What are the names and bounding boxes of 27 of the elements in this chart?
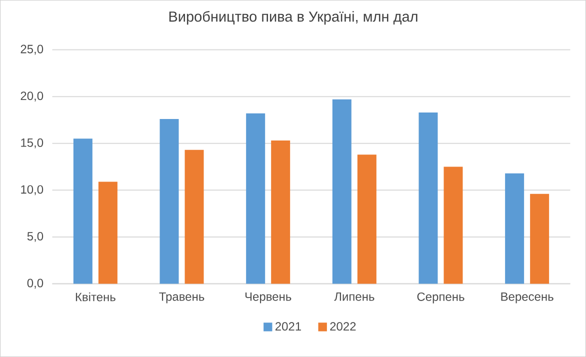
bar <box>418 112 438 284</box>
y-tick-label: 10,0 <box>21 185 44 196</box>
bar <box>505 173 524 284</box>
x-tick-label: Вересень <box>501 292 554 304</box>
y-tick-label: 0,0 <box>27 278 44 289</box>
y-tick-label: 20,0 <box>20 92 44 102</box>
y-tick-label: 15,0 <box>21 138 44 148</box>
bar <box>332 99 352 284</box>
x-tick-label: Червень <box>245 292 292 304</box>
bar <box>444 166 463 284</box>
bar <box>98 182 118 284</box>
x-tick-label: Травень <box>159 292 204 304</box>
legend-label: 2022 <box>330 322 356 331</box>
bar <box>246 113 266 284</box>
bar <box>160 119 179 284</box>
y-tick-label: 25,0 <box>20 44 44 55</box>
bar <box>530 194 550 284</box>
x-tick-label: Квітень <box>76 292 116 302</box>
x-tick-label: Липень <box>334 292 374 301</box>
bar <box>73 138 92 284</box>
x-tick-label: Серпень <box>417 292 464 304</box>
bar <box>271 140 290 284</box>
y-tick-label: 5,0 <box>27 232 44 242</box>
chart-title: Виробництво пива в Україні, млн дал <box>169 10 418 25</box>
bar <box>357 154 376 284</box>
legend-label: 2021 <box>275 322 301 331</box>
bar <box>184 150 204 284</box>
